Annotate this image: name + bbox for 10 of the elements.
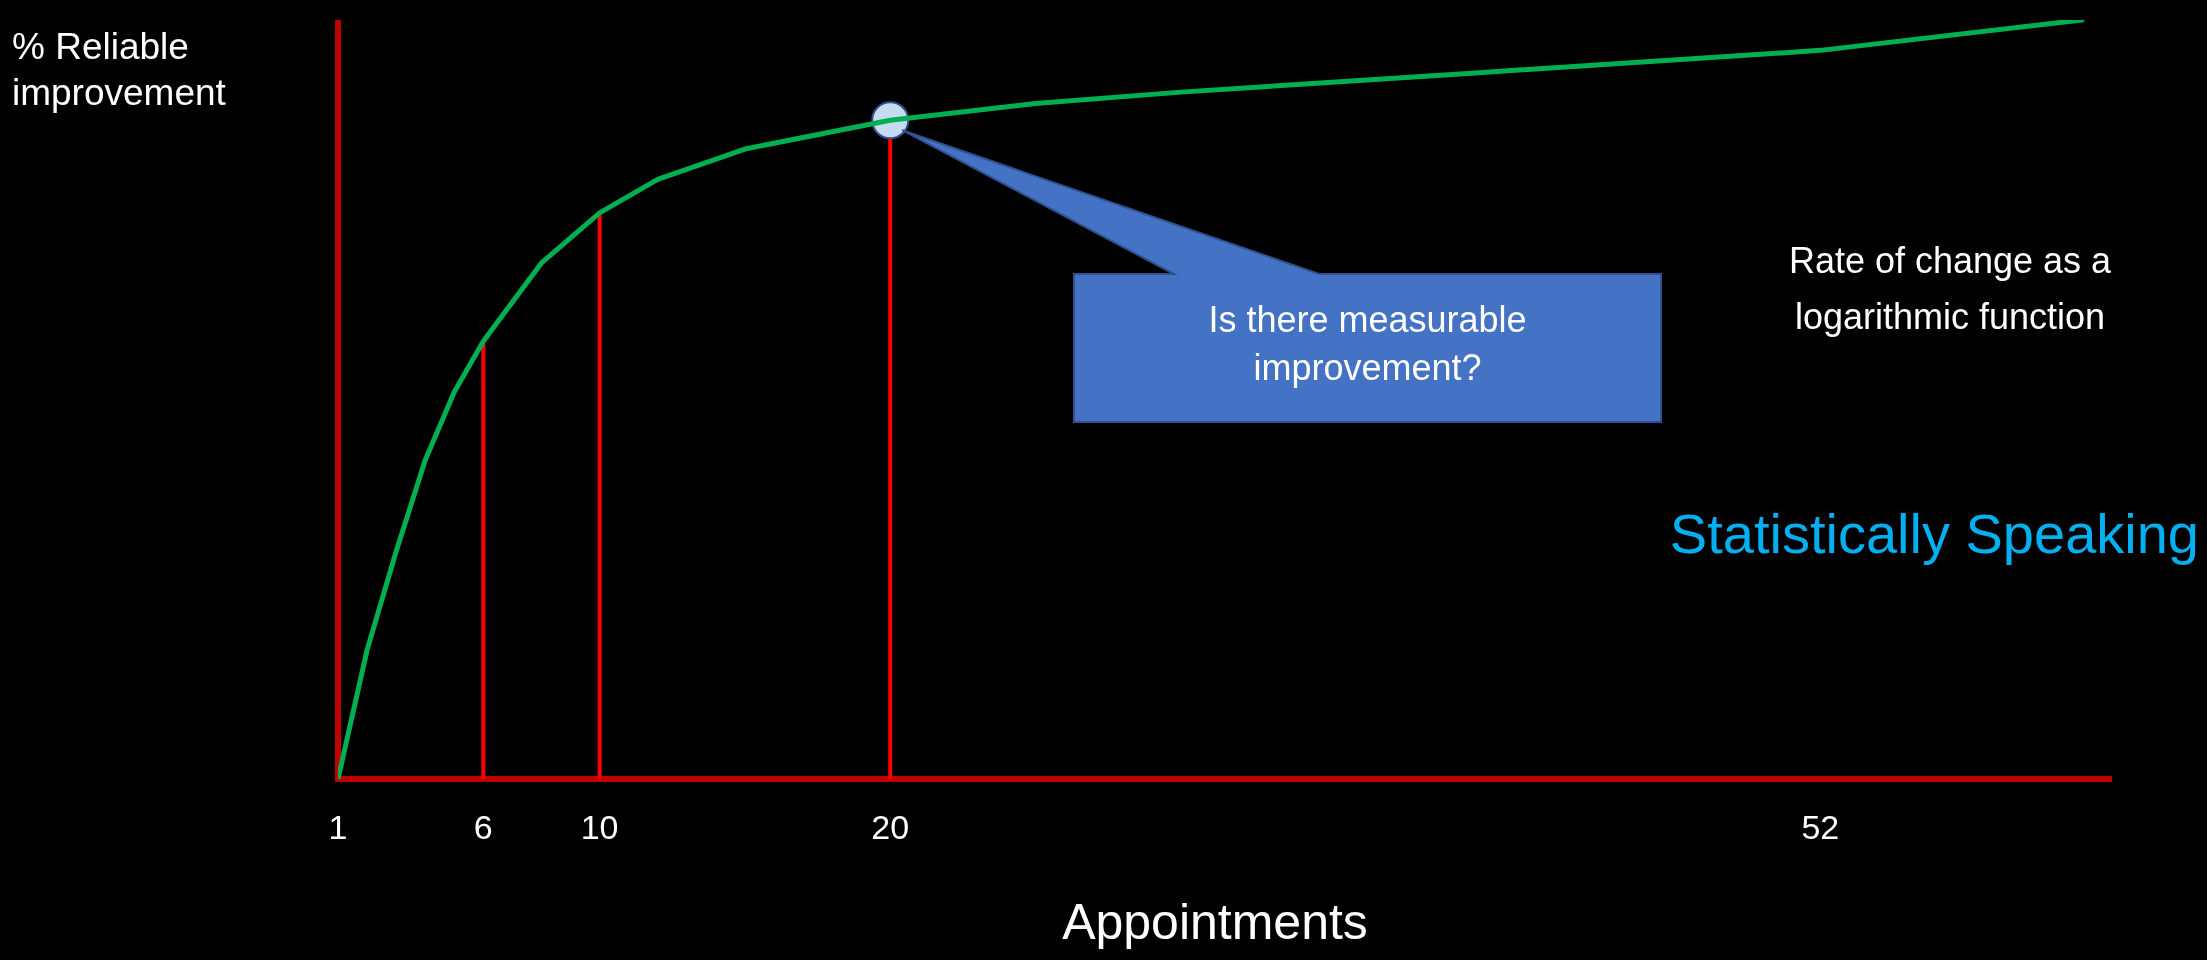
y-axis-title: % Reliable improvement: [12, 25, 227, 113]
annotation: Is there measurable improvement?: [1208, 298, 1527, 388]
x-tick-label: 52: [1801, 807, 1840, 846]
x-tick-label: 6: [473, 807, 493, 846]
x-tick-label: 1: [328, 807, 348, 846]
text: Statistically Speaking: [1669, 502, 2199, 566]
annotation: Rate of change as a logarithmic function: [1788, 239, 2113, 337]
x-tick-label: 10: [580, 807, 619, 846]
x-tick-label: 20: [871, 807, 910, 846]
x-axis-title: Appointments: [1062, 893, 1368, 950]
